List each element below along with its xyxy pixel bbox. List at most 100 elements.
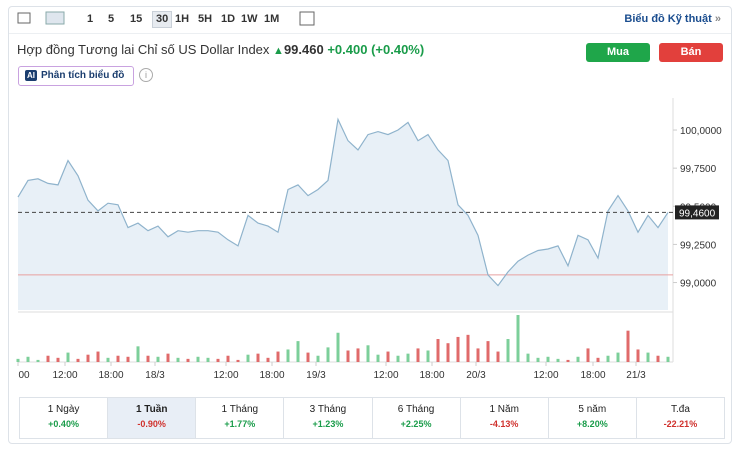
price-area bbox=[18, 119, 668, 311]
volume-bar bbox=[476, 348, 480, 362]
period-cell[interactable]: 1 Tuần -0.90% bbox=[108, 398, 197, 438]
x-tick-label: 19/3 bbox=[306, 370, 326, 381]
volume-bar bbox=[666, 356, 670, 362]
price: 99.460 bbox=[283, 42, 324, 57]
volume-bar bbox=[416, 348, 420, 362]
link-text[interactable]: Biểu đồ Kỹ thuật bbox=[624, 13, 712, 25]
interval-button[interactable]: 1M bbox=[264, 13, 280, 25]
sell-button[interactable]: Bán bbox=[659, 43, 723, 62]
interval-button[interactable]: 30 bbox=[152, 11, 173, 28]
volume-bar bbox=[276, 351, 280, 362]
volume-bar bbox=[86, 354, 90, 362]
period-label[interactable]: 1 Tuần bbox=[135, 404, 168, 415]
interval-button[interactable]: 1H bbox=[175, 13, 190, 25]
volume-bar bbox=[296, 341, 300, 362]
x-tick-label: 21/3 bbox=[626, 370, 646, 381]
period-change[interactable]: -4.13% bbox=[489, 419, 519, 429]
period-change[interactable]: +0.40% bbox=[48, 419, 79, 429]
volume-bar bbox=[196, 356, 200, 362]
interval-button[interactable]: 1W bbox=[241, 13, 258, 25]
period-change[interactable]: +1.77% bbox=[224, 419, 256, 429]
interval-button[interactable]: 15 bbox=[130, 13, 143, 25]
buy-button[interactable]: Mua bbox=[586, 43, 650, 62]
period-label[interactable]: T.đa bbox=[670, 404, 690, 415]
period-change[interactable]: -0.90% bbox=[137, 419, 166, 429]
x-tick-label: 18:00 bbox=[580, 370, 605, 381]
interval-button[interactable]: 5H bbox=[198, 13, 213, 25]
period-cell[interactable]: 6 Tháng +2.25% bbox=[373, 398, 461, 438]
volume-bar bbox=[366, 345, 370, 362]
period-change[interactable]: +2.25% bbox=[400, 419, 432, 429]
period-label[interactable]: 5 năm bbox=[578, 404, 607, 415]
volume-bar bbox=[26, 356, 30, 362]
volume-bar bbox=[636, 349, 640, 362]
volume-bar bbox=[526, 353, 530, 362]
volume-bar bbox=[186, 358, 190, 362]
volume-bar bbox=[646, 352, 650, 362]
period-cell[interactable]: 3 Tháng +1.23% bbox=[284, 398, 373, 438]
volume-bar bbox=[466, 334, 470, 362]
period-cell[interactable]: T.đa -22.21% bbox=[637, 398, 724, 438]
volume-bar bbox=[336, 332, 340, 362]
volume-bar bbox=[226, 355, 230, 362]
period-label[interactable]: 1 Năm bbox=[489, 404, 519, 415]
volume-bar bbox=[236, 359, 240, 362]
area-icon bbox=[45, 11, 65, 25]
volume-bar bbox=[656, 355, 660, 362]
interval-button[interactable]: 1 bbox=[87, 13, 94, 25]
x-tick-label: 12:00 bbox=[533, 370, 558, 381]
up-arrow: ▲ bbox=[273, 45, 284, 57]
interval-button[interactable]: 5 bbox=[108, 13, 115, 25]
interval-button[interactable]: 1D bbox=[221, 13, 236, 25]
x-tick-label: 12:00 bbox=[52, 370, 77, 381]
volume-bar bbox=[616, 352, 620, 362]
volume-bar bbox=[426, 350, 430, 362]
period-label[interactable]: 1 Ngày bbox=[47, 404, 80, 415]
volume-bar bbox=[246, 354, 250, 362]
volume-bar bbox=[96, 351, 100, 362]
period-label[interactable]: 6 Tháng bbox=[397, 404, 435, 415]
x-tick-label: 20/3 bbox=[466, 370, 486, 381]
period-table: 1 Ngày +0.40% 1 Tuần -0.90% 1 Tháng +1.77% 3 T… bbox=[19, 397, 725, 439]
period-cell[interactable]: 1 Năm -4.13% bbox=[461, 398, 549, 438]
analysis-button[interactable]: AI Phân tích biểu đồ bbox=[18, 66, 134, 86]
volume-bar bbox=[436, 339, 440, 362]
y-tick-label: 99,2500 bbox=[680, 240, 717, 251]
period-cell[interactable]: 1 Tháng +1.77% bbox=[196, 398, 285, 438]
period-change[interactable]: -22.21% bbox=[663, 419, 698, 429]
current-price-label: 99,4600 bbox=[679, 208, 716, 219]
x-tick-label: 12:00 bbox=[373, 370, 398, 381]
period-label[interactable]: 1 Tháng bbox=[221, 404, 259, 415]
y-tick-label: 99,7500 bbox=[680, 164, 717, 175]
current-price-box bbox=[675, 205, 719, 220]
indicator-icon bbox=[299, 11, 315, 26]
volume-bar bbox=[166, 353, 170, 362]
link-arrow[interactable]: » bbox=[714, 13, 721, 25]
volume-bar bbox=[146, 355, 150, 362]
period-cell[interactable]: 1 Ngày +0.40% bbox=[20, 398, 109, 438]
technical-chart-link[interactable]: Biểu đồ Kỹ thuật » bbox=[624, 13, 721, 25]
volume-bar bbox=[626, 330, 630, 362]
x-tick-label: 18/3 bbox=[145, 370, 165, 381]
period-label[interactable]: 3 Tháng bbox=[309, 404, 347, 415]
volume-bar bbox=[326, 347, 330, 362]
volume-bar bbox=[566, 359, 570, 362]
volume-bar bbox=[556, 358, 560, 362]
period-change[interactable]: +1.23% bbox=[312, 419, 344, 429]
info-icon[interactable]: i bbox=[139, 68, 153, 82]
x-tick-label: 18:00 bbox=[98, 370, 123, 381]
period-cell[interactable]: 5 năm +8.20% bbox=[549, 398, 637, 438]
ai-badge[interactable]: AI bbox=[25, 70, 37, 81]
volume-bar bbox=[396, 355, 400, 362]
volume-bar bbox=[256, 353, 260, 362]
analysis-text[interactable]: Phân tích biểu đồ bbox=[41, 70, 125, 81]
volume-bar bbox=[446, 343, 450, 362]
change: +0.400 bbox=[327, 42, 368, 57]
volume-bar bbox=[136, 346, 140, 362]
volume-bar bbox=[316, 355, 320, 362]
toolbar: 1 5 15 30 1H 5H 1D 1W 1M bbox=[9, 7, 731, 34]
period-change[interactable]: +8.20% bbox=[576, 419, 608, 429]
volume-bar bbox=[206, 357, 210, 362]
price-line bbox=[17, 117, 669, 287]
